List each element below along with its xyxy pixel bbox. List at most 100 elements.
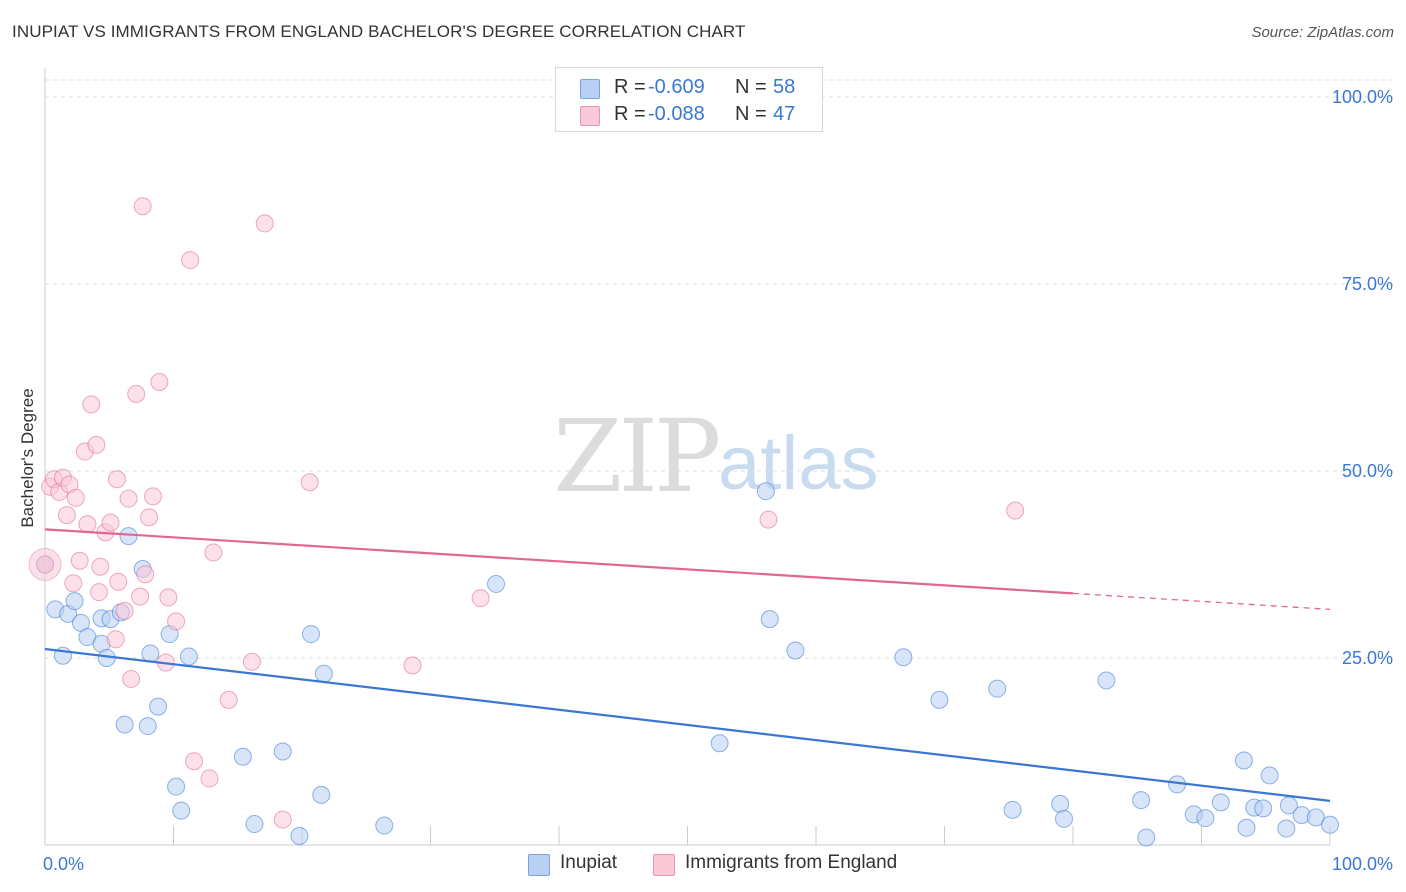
- legend-n-value: 47: [773, 103, 796, 125]
- data-point-inupiat: [301, 625, 320, 644]
- axis-layer: [44, 68, 1331, 846]
- data-point-inupiat: [1137, 828, 1156, 847]
- data-point-inupiat: [930, 690, 949, 709]
- trend-line-extension-england: [1072, 592, 1331, 611]
- data-point-inupiat: [988, 679, 1007, 698]
- data-point-inupiat: [1132, 791, 1151, 810]
- data-point-cluster: [28, 548, 62, 581]
- data-point-inupiat: [1196, 809, 1215, 828]
- data-point-inupiat: [1237, 818, 1256, 837]
- data-point-inupiat: [141, 644, 160, 663]
- data-point-england: [109, 572, 128, 591]
- data-point-inupiat: [312, 785, 331, 804]
- y-tick-label: 50.0%: [1342, 461, 1393, 481]
- data-point-inupiat: [894, 648, 913, 667]
- data-point-inupiat: [487, 574, 506, 593]
- data-point-inupiat: [273, 742, 292, 761]
- data-point-england: [119, 489, 138, 508]
- data-point-inupiat: [65, 592, 84, 611]
- data-point-england: [115, 601, 134, 620]
- point-layer: [28, 197, 1339, 847]
- watermark-zip: ZIP: [553, 398, 721, 515]
- data-point-england: [300, 473, 319, 492]
- x-tick-label-min: 0.0%: [43, 854, 84, 874]
- data-point-england: [759, 510, 778, 529]
- data-point-inupiat: [115, 715, 134, 734]
- data-point-inupiat: [1321, 815, 1339, 834]
- legend-r-label: R =: [614, 76, 646, 98]
- legend-r-value: -0.609: [648, 76, 705, 98]
- data-point-england: [143, 487, 162, 506]
- legend-swatch-england: [580, 106, 600, 126]
- data-point-england: [204, 543, 223, 562]
- data-point-inupiat: [1003, 800, 1022, 819]
- data-point-england: [122, 669, 141, 688]
- data-point-england: [167, 612, 186, 631]
- legend-n-label: N =: [735, 76, 767, 98]
- data-point-england: [185, 752, 204, 771]
- bottom-legend-swatch-england: [653, 854, 675, 876]
- data-point-inupiat: [172, 801, 191, 820]
- data-point-inupiat: [1055, 809, 1074, 828]
- data-point-inupiat: [149, 697, 168, 716]
- data-point-england: [131, 587, 150, 606]
- data-point-inupiat: [233, 747, 252, 766]
- data-point-inupiat: [245, 815, 264, 834]
- data-point-england: [106, 630, 125, 649]
- legend-n-label: N =: [735, 103, 767, 125]
- data-point-inupiat: [119, 527, 138, 546]
- x-tick-label-max: 100.0%: [1332, 854, 1393, 874]
- data-point-inupiat: [1211, 793, 1230, 812]
- data-point-england: [57, 506, 76, 525]
- data-point-england: [82, 395, 101, 414]
- legend-r-label: R =: [614, 103, 646, 125]
- data-point-england: [87, 435, 106, 454]
- data-point-inupiat: [1306, 808, 1325, 827]
- data-point-england: [101, 513, 120, 532]
- bottom-legend-swatch-inupiat: [528, 854, 550, 876]
- data-point-inupiat: [1254, 799, 1273, 818]
- data-point-inupiat: [314, 664, 333, 683]
- data-point-england: [66, 488, 85, 507]
- data-point-inupiat: [1051, 794, 1070, 813]
- data-point-england: [64, 574, 83, 593]
- data-point-inupiat: [1277, 819, 1296, 838]
- trend-layer: [44, 528, 1331, 802]
- data-point-england: [150, 372, 169, 391]
- correlation-legend: R = -0.609 N = 58 R = -0.088 N = 47: [555, 67, 823, 132]
- data-point-england: [219, 690, 238, 709]
- data-point-england: [78, 515, 97, 534]
- data-point-england: [1006, 501, 1025, 520]
- chart-title: INUPIAT VS IMMIGRANTS FROM ENGLAND BACHE…: [12, 22, 746, 41]
- data-point-inupiat: [138, 717, 157, 736]
- trend-line-england: [44, 528, 1074, 595]
- data-point-england: [181, 251, 200, 270]
- data-point-inupiat: [786, 641, 805, 660]
- data-point-england: [89, 583, 108, 602]
- data-point-england: [107, 470, 126, 489]
- data-point-england: [403, 656, 422, 675]
- data-point-inupiat: [1260, 766, 1279, 785]
- watermark-atlas: atlas: [718, 421, 879, 506]
- data-point-england: [136, 565, 155, 584]
- data-point-england: [91, 557, 110, 576]
- data-point-inupiat: [1097, 671, 1116, 690]
- data-point-england: [140, 508, 159, 527]
- data-point-inupiat: [1234, 751, 1253, 770]
- data-point-england: [471, 589, 490, 608]
- data-point-england: [70, 551, 89, 570]
- y-tick-label: 75.0%: [1342, 274, 1393, 294]
- tick-label-layer: 25.0% 50.0% 75.0% 100.0% 0.0% 100.0%: [43, 87, 1393, 874]
- data-point-england: [159, 588, 178, 607]
- data-point-inupiat: [375, 816, 394, 835]
- data-point-england: [242, 652, 261, 671]
- data-point-inupiat: [756, 482, 775, 501]
- data-point-inupiat: [710, 734, 729, 753]
- data-point-inupiat: [290, 827, 309, 846]
- bottom-legend-label-england: Immigrants from England: [685, 852, 898, 873]
- y-tick-label: 100.0%: [1332, 87, 1393, 107]
- data-point-inupiat: [179, 647, 198, 666]
- bottom-legend-label-inupiat: Inupiat: [560, 852, 618, 873]
- data-point-england: [255, 214, 274, 233]
